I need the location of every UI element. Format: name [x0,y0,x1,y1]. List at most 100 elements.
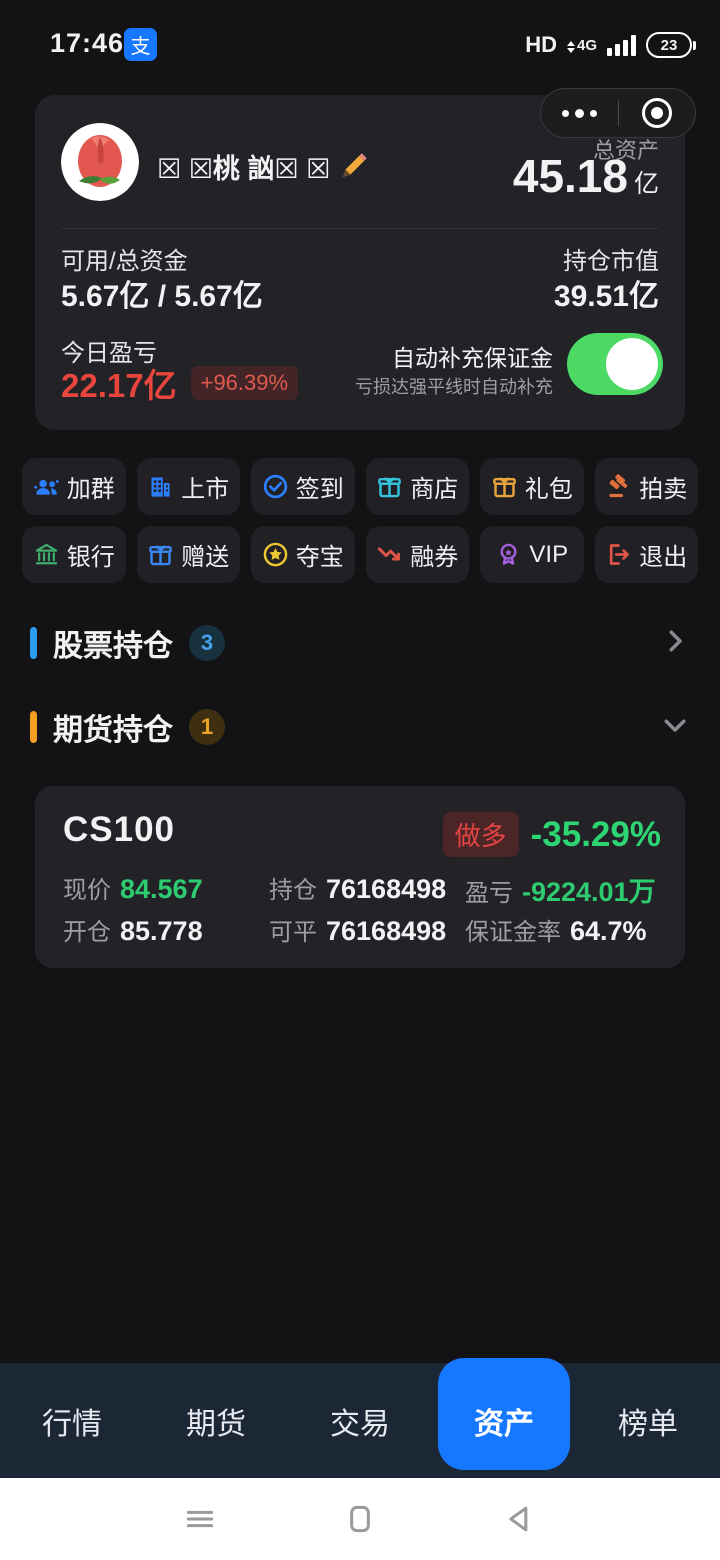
logout-icon [610,544,630,565]
open-price-label: 开仓 [63,919,111,946]
today-pl-label: 今日盈亏 [61,340,157,367]
market-value: 39.51亿 [553,280,659,313]
network-type-label: 4G [576,36,597,54]
quick-action-label: 加群 [66,476,115,503]
edit-pencil-icon [343,152,368,177]
total-assets: 45.18 亿 [513,149,659,203]
shop-gift-icon [378,477,402,498]
futures-count-badge: 1 [189,709,225,745]
treasure-button[interactable]: 夺宝 [251,526,355,583]
tab-label: 期货 [186,1407,246,1441]
battery-percent: 23 [660,36,678,54]
tab-label: 榜单 [618,1407,678,1441]
data-arrows-icon [566,40,575,53]
stock-count-badge: 3 [189,625,225,661]
stock-positions-header[interactable]: 股票持仓 3 [30,622,690,664]
auto-margin-toggle[interactable] [567,333,663,395]
pl-label: 盈亏 [465,880,513,907]
logout-button[interactable]: 退出 [594,526,698,583]
quick-action-label: 银行 [66,544,115,571]
position-detail-row: 开仓 85.778 可平 76168498 保证金率 64.7% [63,912,663,947]
bottom-nav: 行情 期货 交易 资产 榜单 [0,1358,720,1478]
account-summary-card: ☒ ☒桃 訩☒ ☒ 总资产 45.18 亿 可用/总资金 持仓市值 5.67亿 … [35,95,685,430]
holding-label: 持仓 [269,877,317,904]
chevron-right-icon[interactable] [660,626,690,661]
gift-pack-button[interactable]: 礼包 [480,458,584,515]
vip-button[interactable]: VIP [480,526,584,583]
direction-badge: 做多 [442,812,519,857]
current-price-value: 84.567 [120,874,203,904]
star-coin-icon [263,542,288,567]
total-assets-unit: 亿 [633,170,659,198]
card-divider [61,228,659,229]
quick-action-label: 拍卖 [639,476,688,503]
current-price-label: 现价 [63,877,111,904]
tab-futures[interactable]: 期货 [144,1363,288,1478]
system-nav-bar [0,1478,720,1560]
gift-icon [492,477,516,498]
active-tab-highlight [438,1358,570,1470]
tab-trade[interactable]: 交易 [288,1363,432,1478]
futures-position-card[interactable]: CS100 做多 -35.29% 现价 84.567 持仓 76168498 盈… [35,786,685,968]
back-button[interactable] [490,1489,550,1549]
signal-bars-icon [607,34,636,56]
quick-action-label: 赠送 [181,544,230,571]
menu-lines-icon [186,1510,214,1528]
quick-action-label: 礼包 [524,476,573,503]
futures-positions-header[interactable]: 期货持仓 1 [30,706,690,748]
auto-margin-subtext: 亏损达强平线时自动补充 [355,377,553,397]
position-change-percent: -35.29% [530,814,661,854]
pl-value: -9224.01万 [522,877,656,907]
quick-action-label: 签到 [295,476,344,503]
auction-button[interactable]: 拍卖 [594,458,698,515]
toggle-knob [606,338,658,390]
quick-action-label: 退出 [639,544,688,571]
ellipsis-icon [561,108,597,118]
margin-rate-label: 保证金率 [465,919,561,946]
holding-value: 76168498 [326,874,447,904]
send-gift-button[interactable]: 赠送 [136,526,240,583]
stock-accent-bar [30,627,37,659]
more-options-button[interactable] [541,89,618,137]
total-assets-label: 总资产 [592,138,659,163]
alipay-glyph: 支 [130,36,151,58]
position-detail-row: 现价 84.567 持仓 76168498 盈亏 -9224.01万 [63,870,663,909]
tab-label: 资产 [474,1407,534,1441]
margin-rate-value: 64.7% [570,916,647,946]
closable-label: 可平 [269,919,317,946]
join-group-button[interactable]: 加群 [22,458,126,515]
building-icon [151,477,170,497]
target-icon [641,98,672,128]
check-in-button[interactable]: 签到 [251,458,355,515]
today-pl: 22.17亿 +96.39% [61,359,299,407]
home-button[interactable] [330,1489,390,1549]
bank-button[interactable]: 银行 [22,526,126,583]
close-miniprogram-button[interactable] [619,89,696,137]
quick-action-label: 夺宝 [295,544,344,571]
check-circle-icon [263,474,287,499]
margin-short-button[interactable]: 融券 [365,526,469,583]
market-value-label: 持仓市值 [563,248,659,275]
open-price-value: 85.778 [120,916,203,946]
tab-assets[interactable]: 资产 [432,1358,576,1478]
carrier-label: HD [525,32,557,57]
avatar[interactable] [61,123,139,201]
listing-button[interactable]: 上市 [136,458,240,515]
recents-button[interactable] [170,1489,230,1549]
bank-icon [35,543,57,565]
home-square-icon [350,1505,370,1533]
vip-medal-icon [500,543,517,565]
trend-down-icon [378,547,401,561]
shop-button[interactable]: 商店 [365,458,469,515]
position-symbol: CS100 [63,810,176,849]
username[interactable]: ☒ ☒桃 訩☒ ☒ [157,147,368,186]
quick-actions-grid: 加群 上市 签到 商店 礼包 [22,458,698,583]
chevron-down-icon[interactable] [660,710,690,745]
username-text: ☒ ☒桃 訩☒ ☒ [157,154,331,184]
tab-ranking[interactable]: 榜单 [576,1363,720,1478]
today-pl-percent-badge: +96.39% [190,366,299,400]
tab-label: 交易 [330,1407,390,1441]
futures-accent-bar [30,711,37,743]
stock-section-title: 股票持仓 [53,630,173,663]
tab-quotes[interactable]: 行情 [0,1363,144,1478]
